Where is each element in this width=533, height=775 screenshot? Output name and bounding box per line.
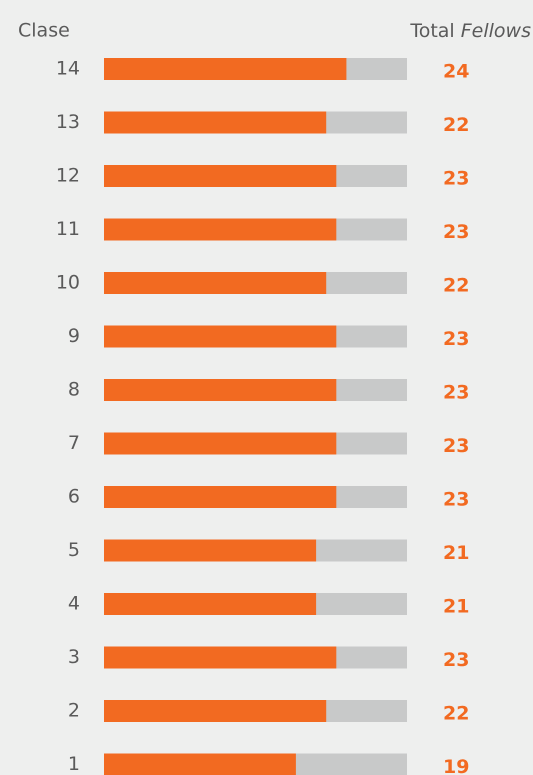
category-label: 6 [68, 486, 80, 508]
category-label: 12 [56, 165, 80, 187]
value-label: 23 [443, 382, 469, 404]
bar [104, 753, 296, 775]
category-label: 5 [68, 539, 80, 561]
value-label: 24 [443, 61, 469, 83]
bar [104, 325, 337, 348]
category-label: 14 [56, 58, 80, 80]
bar [104, 272, 327, 294]
category-label: 7 [68, 432, 80, 454]
value-label: 22 [443, 703, 469, 725]
bar [104, 646, 337, 669]
value-label: 23 [443, 328, 469, 350]
value-label: 22 [443, 275, 469, 297]
bar [104, 379, 337, 401]
value-label: 21 [443, 542, 469, 564]
bar [104, 165, 337, 187]
value-label: 23 [443, 489, 469, 511]
category-label: 13 [56, 111, 80, 133]
value-label: 22 [443, 114, 469, 136]
bar [104, 432, 337, 455]
category-label: 2 [68, 700, 80, 722]
value-header: Total Fellows [409, 20, 531, 42]
category-label: 4 [68, 593, 80, 615]
category-label: 11 [56, 218, 80, 240]
value-label: 21 [443, 596, 469, 618]
bar [104, 58, 347, 80]
category-label: 10 [56, 272, 80, 294]
bar [104, 700, 327, 722]
value-header-emphasis: Fellows [461, 20, 531, 42]
category-label: 8 [68, 379, 80, 401]
bar [104, 218, 337, 241]
category-label: 9 [68, 325, 80, 347]
category-header: Clase [18, 20, 70, 42]
value-label: 23 [443, 221, 469, 243]
value-header-text: Total [409, 20, 454, 42]
value-label: 19 [443, 756, 469, 775]
bar [104, 539, 317, 562]
value-label: 23 [443, 649, 469, 671]
bar [104, 486, 337, 508]
bar [104, 593, 317, 615]
category-label: 1 [68, 753, 80, 775]
value-label: 23 [443, 168, 469, 190]
value-label: 23 [443, 435, 469, 457]
bar [104, 111, 327, 134]
category-label: 3 [68, 646, 80, 668]
